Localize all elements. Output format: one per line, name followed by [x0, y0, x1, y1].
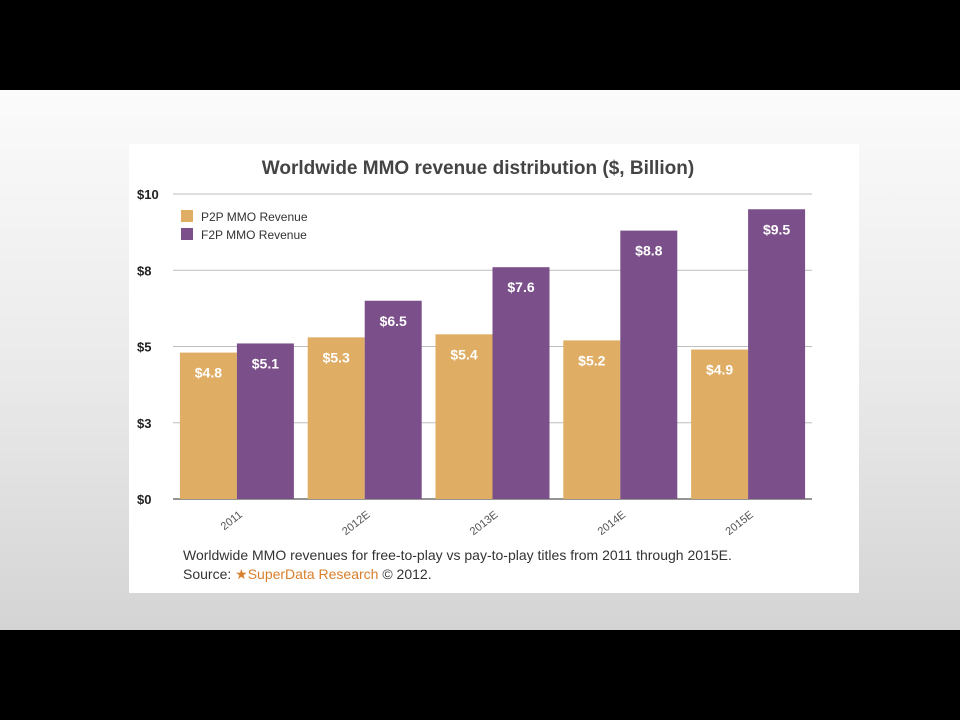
- bar-value-label: $5.1: [252, 355, 279, 371]
- source-suffix: © 2012.: [378, 566, 432, 582]
- y-tick-label: $3: [137, 416, 151, 431]
- y-tick-label: $10: [137, 187, 159, 202]
- bar-f2p: [492, 267, 550, 499]
- x-tick-label: 2011: [219, 509, 245, 533]
- y-tick-label: $5: [137, 340, 151, 355]
- x-tick-label: 2012E: [340, 509, 372, 538]
- bar-value-label: $4.8: [195, 365, 222, 381]
- y-tick-label: $0: [137, 492, 151, 507]
- bar-value-label: $6.5: [380, 313, 407, 329]
- chart-caption: Worldwide MMO revenues for free-to-play …: [183, 546, 853, 584]
- caption-source: Source: ★SuperData Research © 2012.: [183, 565, 853, 584]
- chart-card: Worldwide MMO revenue distribution ($, B…: [129, 144, 859, 593]
- bar-value-label: $8.8: [635, 243, 662, 259]
- bar-f2p: [620, 230, 678, 499]
- caption-description: Worldwide MMO revenues for free-to-play …: [183, 547, 732, 563]
- chart-title: Worldwide MMO revenue distribution ($, B…: [262, 158, 694, 179]
- x-tick-label: 2014E: [596, 509, 628, 538]
- x-tick-label: 2013E: [468, 509, 500, 538]
- bars-group: $4.8 $5.1 $5.3 $6.5 $5.4 $7.6 $5.2 $8.8 $4.9 $9.5: [179, 209, 806, 499]
- bar-f2p: [748, 209, 806, 499]
- source-brand: SuperData Research: [247, 566, 379, 582]
- y-tick-label: $8: [137, 263, 151, 278]
- bar-p2p: [179, 352, 237, 499]
- bar-value-label: $4.9: [706, 362, 733, 378]
- x-tick-label: 2015E: [723, 509, 755, 538]
- legend: P2P MMO Revenue F2P MMO Revenue: [181, 210, 308, 242]
- bar-value-label: $5.2: [578, 352, 605, 368]
- bar-value-label: $5.3: [323, 349, 350, 365]
- legend-swatch: [181, 210, 193, 222]
- bar-f2p: [236, 343, 294, 499]
- revenue-bar-chart: Worldwide MMO revenue distribution ($, B…: [137, 158, 812, 538]
- legend-swatch: [181, 228, 193, 240]
- bar-value-label: $7.6: [507, 279, 534, 295]
- bar-p2p: [307, 337, 365, 499]
- star-icon: ★: [235, 566, 248, 582]
- bar-p2p: [691, 349, 749, 499]
- bar-p2p: [435, 334, 493, 499]
- source-prefix: Source:: [183, 566, 236, 582]
- bar-value-label: $5.4: [450, 346, 477, 362]
- bar-p2p: [563, 340, 621, 499]
- bar-value-label: $9.5: [763, 221, 790, 237]
- x-axis-labels: 2011 2012E 2013E 2014E 2015E: [219, 509, 756, 538]
- bar-f2p: [364, 300, 422, 499]
- legend-label: F2P MMO Revenue: [201, 228, 307, 242]
- legend-label: P2P MMO Revenue: [201, 210, 308, 224]
